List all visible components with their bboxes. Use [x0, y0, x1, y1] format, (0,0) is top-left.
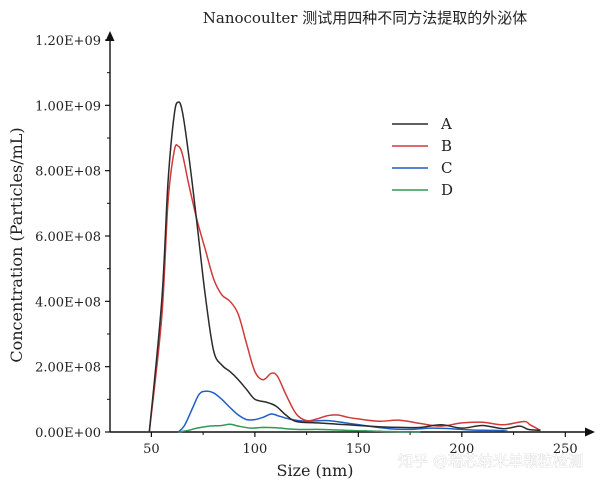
y-tick-label: 0.00E+00 — [35, 426, 101, 441]
legend-label-b: B — [441, 137, 452, 155]
x-axis-label: Size (nm) — [276, 461, 353, 480]
legend-label-a: A — [440, 115, 452, 133]
y-tick-label: 2.00E+08 — [35, 361, 101, 376]
legend-label-c: C — [441, 159, 452, 177]
series-line-b — [148, 144, 541, 433]
y-tick-label: 1.20E+09 — [35, 34, 101, 49]
series-line-a — [148, 101, 541, 433]
y-axis-arrow — [105, 31, 115, 41]
x-axis-arrow — [585, 427, 595, 437]
y-tick-label: 4.00E+08 — [35, 295, 101, 310]
y-axis-label: Concentration (Particles/mL) — [7, 127, 26, 362]
chart-title: Nanocoulter 测试用四种不同方法提取的外泌体 — [203, 9, 528, 27]
x-tick-label: 250 — [553, 442, 578, 457]
series-line-c — [177, 390, 508, 433]
x-tick-label: 150 — [346, 442, 371, 457]
x-tick-label: 100 — [242, 442, 267, 457]
watermark-text: 知乎 @瑞芯纳米单颗粒检测 — [398, 452, 583, 470]
x-tick-label: 50 — [143, 442, 160, 457]
x-tick-label: 200 — [449, 442, 474, 457]
y-tick-label: 8.00E+08 — [35, 165, 101, 180]
plot-area: 0.00E+00 2.00E+08 4.00E+08 6.00E+08 8.00E+08… — [35, 31, 595, 457]
series-line-d — [178, 423, 421, 433]
y-tick-label: 6.00E+08 — [35, 230, 101, 245]
legend-label-d: D — [441, 181, 453, 199]
y-tick-label: 1.00E+09 — [35, 99, 101, 114]
